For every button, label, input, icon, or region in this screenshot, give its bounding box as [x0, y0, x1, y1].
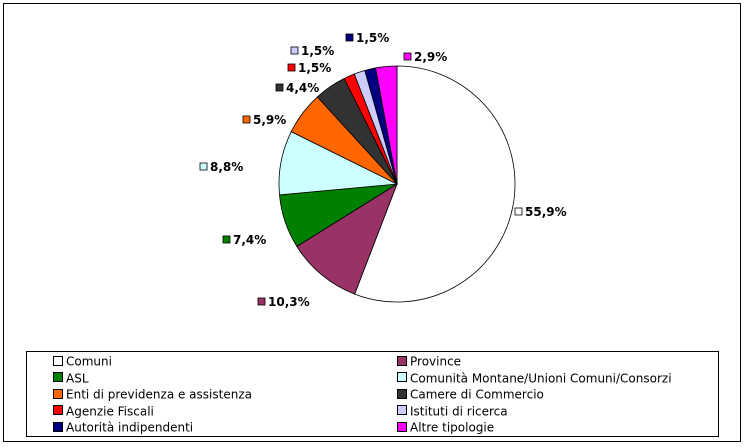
slice-label-text: 55,9% [525, 205, 567, 219]
slice-label-text: 10,3% [268, 295, 310, 309]
slice-label-province: 10,3% [257, 295, 310, 309]
legend-item-autorita-indipendenti: Autorità indipendenti [53, 419, 193, 435]
legend-label: Enti di previdenza e assistenza [66, 387, 252, 402]
chart-frame [3, 3, 741, 442]
legend-item-enti-di-previdenza-e-assistenza: Enti di previdenza e assistenza [53, 386, 252, 402]
legend-item-comunita-montane-unioni-comuni-consorzi: Comunità Montane/Unioni Comuni/Consorzi [397, 370, 672, 386]
slice-label-swatch [345, 33, 354, 42]
slice-label-text: 7,4% [233, 233, 266, 247]
slice-label-text: 2,9% [414, 50, 447, 64]
legend-swatch [397, 388, 407, 399]
slice-label-comunita-montane-unioni-comuni-consorzi: 8,8% [199, 160, 243, 174]
legend-item-altre-tipologie: Altre tipologie [397, 419, 494, 435]
legend-swatch [397, 372, 407, 383]
slice-label-enti-di-previdenza-e-assistenza: 5,9% [242, 113, 286, 127]
legend-swatch [397, 421, 407, 432]
legend-item-istituti-di-ricerca: Istituti di ricerca [397, 403, 508, 419]
slice-label-swatch [403, 52, 412, 61]
slice-label-swatch [290, 46, 299, 55]
slice-label-swatch [242, 115, 251, 124]
slice-label-swatch [222, 235, 231, 244]
slice-label-swatch [514, 207, 523, 216]
slice-label-swatch [199, 162, 208, 171]
legend-label: Agenzie Fiscali [66, 404, 154, 419]
legend-label: Comunità Montane/Unioni Comuni/Consorzi [410, 371, 672, 386]
pie-slice-altre-tipologie [375, 65, 398, 185]
legend-item-comuni: Comuni [53, 353, 112, 369]
slice-label-altre-tipologie: 2,9% [403, 50, 447, 64]
legend-label: Camere di Commercio [410, 387, 544, 402]
slice-label-text: 1,5% [298, 61, 331, 75]
slice-label-swatch [287, 63, 296, 72]
slice-label-agenzie-fiscali: 1,5% [287, 61, 331, 75]
slice-label-asl: 7,4% [222, 233, 266, 247]
legend-swatch [397, 405, 407, 416]
legend-swatch [53, 372, 63, 383]
legend-swatch [53, 388, 63, 399]
legend-label: Comuni [66, 354, 112, 369]
slice-label-swatch [257, 297, 266, 306]
slice-label-text: 5,9% [253, 113, 286, 127]
legend-label: ASL [66, 371, 89, 386]
pie-slice-province [296, 183, 398, 295]
slice-label-swatch [275, 83, 284, 92]
pie-slice-comuni [354, 65, 516, 303]
chart-legend: Comuni Province ASL Comunità Montane/Unioni… [26, 351, 719, 437]
slice-label-istituti-di-ricerca: 1,5% [290, 44, 334, 58]
legend-label: Istituti di ricerca [410, 404, 508, 419]
legend-swatch [53, 355, 63, 366]
legend-item-province: Province [397, 353, 461, 369]
legend-label: Autorità indipendenti [66, 420, 194, 435]
legend-swatch [397, 355, 407, 366]
legend-item-camere-di-commercio: Camere di Commercio [397, 386, 544, 402]
slice-label-comuni: 55,9% [514, 205, 567, 219]
legend-item-asl: ASL [53, 370, 89, 386]
legend-label: Province [410, 354, 462, 369]
slice-label-text: 8,8% [210, 160, 243, 174]
slice-label-camere-di-commercio: 4,4% [275, 81, 319, 95]
slice-label-text: 1,5% [356, 31, 389, 45]
slice-label-text: 4,4% [286, 81, 319, 95]
slice-label-text: 1,5% [301, 44, 334, 58]
slice-label-autorita-indipendenti: 1,5% [345, 31, 389, 45]
legend-label: Altre tipologie [410, 420, 495, 435]
legend-item-agenzie-fiscali: Agenzie Fiscali [53, 403, 154, 419]
legend-swatch [53, 421, 63, 432]
legend-swatch [53, 405, 63, 416]
